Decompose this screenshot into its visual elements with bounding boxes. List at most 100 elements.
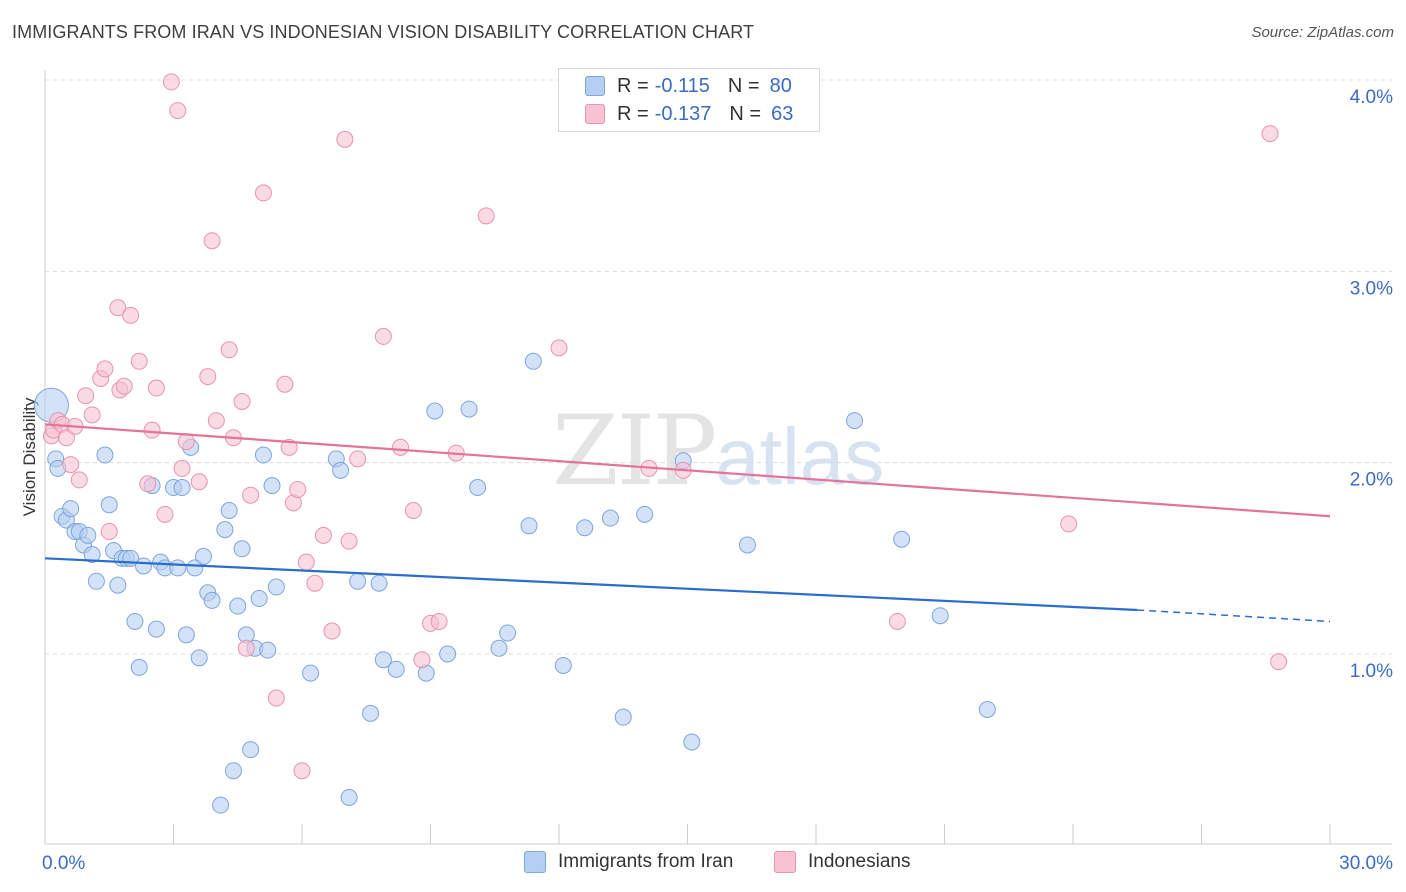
- point-iran-12: [96, 446, 114, 464]
- point-indonesians-52: [413, 651, 431, 669]
- point-iran-69: [576, 519, 594, 537]
- point-iran-10: [83, 546, 101, 564]
- point-iran-77: [893, 530, 911, 548]
- point-iran-66: [520, 517, 538, 535]
- point-iran-32: [190, 649, 208, 667]
- point-iran-36: [212, 796, 230, 814]
- point-indonesians-35: [254, 184, 272, 202]
- point-indonesians-37: [276, 375, 294, 393]
- point-indonesians-44: [314, 526, 332, 544]
- point-indonesians-47: [340, 532, 358, 550]
- y-tick-label-0: 1.0%: [1350, 661, 1393, 682]
- point-iran-56: [370, 574, 388, 592]
- point-indonesians-54: [430, 612, 448, 630]
- legend-r-value-indonesians: -0.137: [654, 102, 712, 125]
- point-iran-35: [203, 591, 221, 609]
- point-iran-39: [224, 762, 242, 780]
- point-indonesians-61: [1060, 515, 1078, 533]
- point-iran-23: [147, 620, 165, 638]
- point-iran-47: [259, 641, 277, 659]
- point-iran-40: [229, 597, 247, 615]
- point-iran-11: [87, 572, 105, 590]
- point-iran-41: [233, 540, 251, 558]
- point-iran-20: [130, 658, 148, 676]
- bottom-legend-swatch-iran: [524, 851, 546, 873]
- point-iran-19: [126, 612, 144, 630]
- bottom-legend-label-iran: Immigrants from Iran: [558, 851, 734, 872]
- point-iran-31: [186, 559, 204, 577]
- point-iran-71: [614, 708, 632, 726]
- point-indonesians-50: [392, 438, 410, 456]
- point-iran-74: [683, 733, 701, 751]
- point-indonesians-33: [237, 639, 255, 657]
- point-iran-79: [978, 700, 996, 718]
- bottom-legend-indonesians: Indonesians: [774, 851, 910, 873]
- legend-swatch-iran: [585, 76, 605, 96]
- point-iran-62: [460, 400, 478, 418]
- point-iran-48: [263, 477, 281, 495]
- point-indonesians-34: [242, 486, 260, 504]
- point-indonesians-25: [177, 433, 195, 451]
- point-indonesians-5: [62, 456, 80, 474]
- point-iran-50: [302, 664, 320, 682]
- point-indonesians-38: [280, 438, 298, 456]
- point-iran-64: [490, 639, 508, 657]
- point-indonesians-42: [297, 553, 315, 571]
- point-indonesians-28: [203, 232, 221, 250]
- point-indonesians-24: [173, 459, 191, 477]
- trendline-indonesians: [44, 423, 1331, 518]
- point-indonesians-12: [100, 523, 118, 541]
- point-iran-9: [79, 526, 97, 544]
- point-indonesians-63: [1270, 653, 1288, 671]
- point-indonesians-22: [162, 73, 180, 91]
- point-indonesians-23: [169, 102, 187, 120]
- point-indonesians-49: [374, 327, 392, 345]
- point-iran-53: [340, 789, 358, 806]
- point-iran-78: [931, 607, 949, 625]
- point-indonesians-27: [199, 368, 217, 386]
- point-indonesians-41: [293, 762, 311, 780]
- point-iran-58: [387, 660, 405, 678]
- source-label: Source: ZipAtlas.com: [1251, 24, 1394, 41]
- legend-r-value-iran: -0.115: [654, 74, 710, 97]
- point-indonesians-17: [130, 352, 148, 370]
- point-indonesians-40: [289, 480, 307, 498]
- point-iran-72: [636, 505, 654, 523]
- point-indonesians-36: [267, 689, 285, 707]
- point-indonesians-46: [336, 130, 354, 148]
- point-iran-43: [242, 741, 260, 759]
- legend-r-label-iran: R =: [617, 74, 649, 97]
- bottom-legend-label-indonesians: Indonesians: [808, 851, 911, 872]
- point-indonesians-60: [888, 612, 906, 630]
- point-iran-63: [469, 479, 487, 497]
- point-indonesians-30: [220, 341, 238, 359]
- point-iran-49: [267, 578, 285, 596]
- point-indonesians-4: [57, 429, 75, 447]
- chart-title: IMMIGRANTS FROM IRAN VS INDONESIAN VISIO…: [12, 22, 755, 42]
- bottom-legend-iran: Immigrants from Iran: [524, 851, 733, 873]
- point-indonesians-15: [115, 377, 133, 395]
- point-iran-21: [135, 557, 153, 575]
- point-indonesians-9: [83, 406, 101, 424]
- point-iran-15: [109, 576, 127, 594]
- point-iran-61: [439, 645, 457, 663]
- point-indonesians-48: [349, 450, 367, 468]
- point-iran-67: [524, 352, 542, 370]
- point-indonesians-62: [1261, 125, 1279, 143]
- point-indonesians-19: [143, 421, 161, 439]
- point-iran-55: [362, 704, 380, 722]
- point-iran-68: [554, 656, 572, 674]
- point-iran-52: [332, 461, 350, 479]
- point-iran-57: [374, 651, 392, 669]
- point-indonesians-57: [550, 339, 568, 357]
- point-indonesians-20: [147, 379, 165, 397]
- point-iran-28: [173, 479, 191, 497]
- point-indonesians-7: [70, 471, 88, 489]
- point-indonesians-11: [96, 360, 114, 378]
- point-indonesians-26: [190, 473, 208, 491]
- legend-swatch-indonesians: [585, 104, 605, 124]
- point-indonesians-18: [139, 475, 157, 493]
- legend-row-iran: R = -0.115 N = 80: [585, 73, 792, 99]
- point-iran-33: [194, 547, 212, 565]
